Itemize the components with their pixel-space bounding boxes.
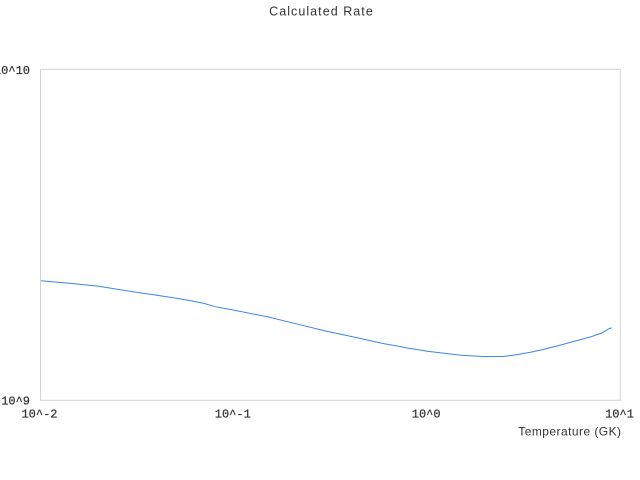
- svg-text:Calculated Rate: Calculated Rate: [269, 5, 374, 19]
- svg-text:10^9: 10^9: [1, 395, 30, 409]
- svg-text:10^-1: 10^-1: [215, 408, 251, 422]
- svg-text:10^0: 10^0: [412, 408, 441, 422]
- svg-text:10^1: 10^1: [605, 408, 634, 422]
- svg-text:10^10: 10^10: [0, 64, 30, 78]
- svg-text:Temperature (GK): Temperature (GK): [518, 425, 621, 439]
- svg-text:10^-2: 10^-2: [21, 408, 57, 422]
